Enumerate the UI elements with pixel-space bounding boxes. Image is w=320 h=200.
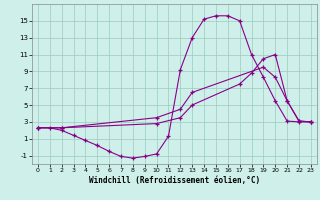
X-axis label: Windchill (Refroidissement éolien,°C): Windchill (Refroidissement éolien,°C): [89, 176, 260, 185]
